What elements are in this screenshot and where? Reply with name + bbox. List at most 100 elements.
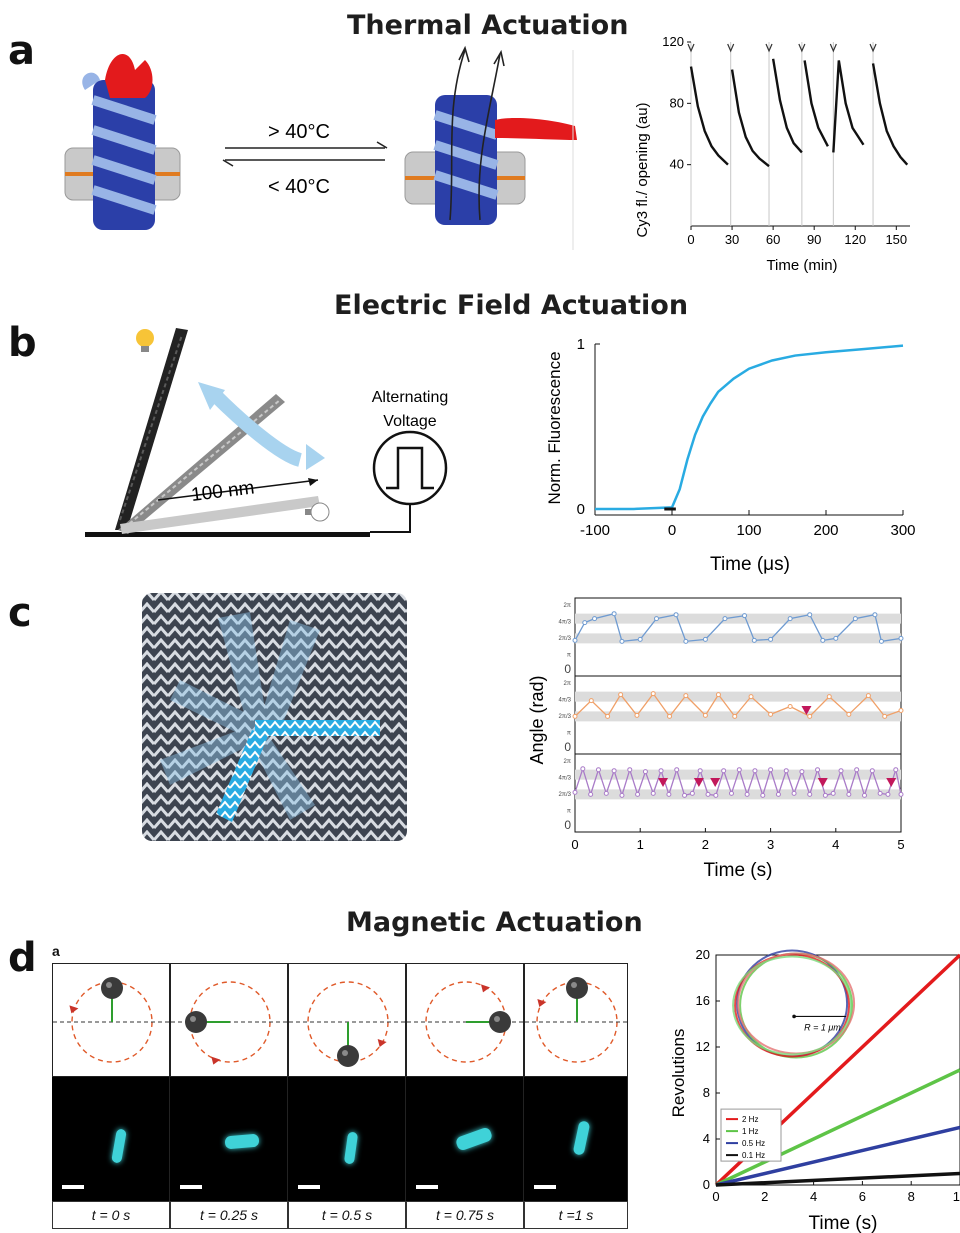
y-tick-label: 16 xyxy=(696,993,710,1008)
angle-point xyxy=(898,791,904,797)
angle-point xyxy=(885,791,891,797)
angle-point xyxy=(588,698,594,704)
angle-point xyxy=(683,693,689,699)
decay-curve xyxy=(803,60,829,147)
angle-point xyxy=(791,790,797,796)
event-marker xyxy=(658,778,669,787)
x-tick-label: 2 xyxy=(761,1189,768,1204)
band-shade xyxy=(575,633,901,644)
angle-point xyxy=(572,789,578,795)
panel-letter-a: a xyxy=(8,28,35,74)
motion-arrow xyxy=(210,390,303,467)
scale-bar xyxy=(180,1185,202,1189)
pulse-marker xyxy=(869,43,877,53)
rotor-arm-diagonal xyxy=(216,730,268,822)
chart-revolutions: 0 2 4 6 8 10 0 4 8 12 16 20 2 Hz 1 Hz 0.5 Hz 0.1 Hz R = … xyxy=(669,947,960,1233)
y-tick-label: 40 xyxy=(670,157,684,172)
bulb-lit-icon xyxy=(136,329,154,352)
dna-channel-open xyxy=(433,45,577,225)
x-tick-label: 1 xyxy=(637,837,644,852)
y-tick-label: 8 xyxy=(703,1085,710,1100)
angle-point xyxy=(666,791,672,797)
angle-point xyxy=(592,616,598,622)
band-shade xyxy=(575,711,901,722)
angle-point xyxy=(658,768,664,774)
chart-electric-ylabel: Norm. Fluorescence xyxy=(545,351,564,504)
pulse-marker xyxy=(727,43,735,53)
magnetic-bead xyxy=(489,1011,511,1033)
angle-point xyxy=(898,635,904,641)
angle-point xyxy=(807,791,813,797)
angle-point xyxy=(595,767,601,773)
x-tick-label: 150 xyxy=(885,232,907,247)
inset-center xyxy=(792,1014,796,1019)
microscopy-frame xyxy=(406,1077,524,1201)
y-tick-label: 120 xyxy=(662,34,684,49)
angle-series xyxy=(574,692,902,718)
section-title-electric: Electric Field Actuation xyxy=(334,290,689,321)
chart-revolutions-ylabel: Revolutions xyxy=(669,1029,688,1118)
scale-bar xyxy=(298,1185,320,1189)
angle-point xyxy=(768,711,774,717)
pulse-marker xyxy=(829,43,837,53)
x-tick-label: 6 xyxy=(859,1189,866,1204)
x-tick-label: 4 xyxy=(810,1189,817,1204)
length-label: 100 nm xyxy=(190,477,255,506)
angle-point xyxy=(713,792,719,798)
event-marker xyxy=(801,706,812,715)
event-marker xyxy=(693,778,704,787)
angle-point xyxy=(689,790,695,796)
y-tick-label: 2π/3 xyxy=(559,636,572,642)
legend-label: 2 Hz xyxy=(742,1115,758,1124)
bead-highlight xyxy=(571,982,577,988)
angle-point xyxy=(642,769,648,775)
y-tick-label: 2π xyxy=(564,603,571,609)
y-tick-label: π xyxy=(567,809,571,815)
angle-point xyxy=(611,611,617,617)
angle-point xyxy=(618,692,624,698)
angle-point xyxy=(619,792,625,798)
rotation-arrow xyxy=(481,984,490,993)
y-tick-label: 0 xyxy=(564,740,571,754)
angle-point xyxy=(872,612,878,618)
angle-point xyxy=(854,767,860,773)
angle-point xyxy=(865,693,871,699)
decay-curve xyxy=(689,66,729,166)
frame-time-caption: t = 0.25 s xyxy=(170,1201,288,1229)
y-tick-label: π xyxy=(567,653,571,659)
inset-trajectory xyxy=(732,955,853,1056)
rotor-schematic xyxy=(142,593,407,841)
x-tick-label: 30 xyxy=(725,232,739,247)
y-tick-label: 0 xyxy=(577,501,585,518)
rotation-diagram xyxy=(171,981,289,1065)
surface-bar xyxy=(85,532,370,537)
decay-curve xyxy=(730,69,770,168)
angle-point xyxy=(846,711,852,717)
x-tick-label: 5 xyxy=(897,837,904,852)
rotation-schematic-frame xyxy=(406,963,525,1077)
angle-point xyxy=(715,692,721,698)
fluorescent-particle xyxy=(111,1128,127,1164)
scale-bar xyxy=(416,1185,438,1189)
angle-point xyxy=(572,713,578,719)
rotation-arrow xyxy=(211,1056,221,1065)
rotation-schematic-frame xyxy=(170,963,289,1077)
magnetic-bead xyxy=(101,977,123,999)
x-tick-label: 0 xyxy=(668,522,676,539)
angle-point xyxy=(705,791,711,797)
rotation-diagram xyxy=(407,981,525,1063)
square-wave-icon xyxy=(370,430,448,533)
thermal-forward-label: > 40°C xyxy=(268,121,330,143)
x-tick-label: 0 xyxy=(687,232,694,247)
chart-electric-xlabel: Time (μs) xyxy=(710,554,790,575)
magnetic-bead xyxy=(566,977,588,999)
angle-point xyxy=(893,767,899,773)
revolution-line xyxy=(715,1125,960,1187)
angle-point xyxy=(898,707,904,713)
x-tick-label: 300 xyxy=(890,522,915,539)
x-tick-label: 100 xyxy=(736,522,761,539)
fluorescent-particle xyxy=(224,1133,260,1150)
angle-point xyxy=(634,712,640,718)
angle-point xyxy=(683,638,689,644)
rotation-schematic-frame xyxy=(52,963,171,1077)
